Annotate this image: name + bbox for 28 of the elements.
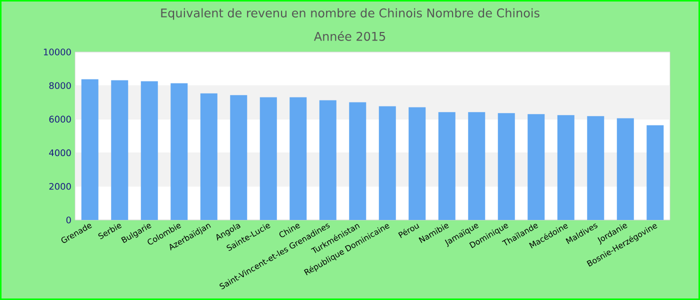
bar bbox=[230, 95, 248, 220]
bar bbox=[111, 80, 128, 220]
bar bbox=[557, 115, 574, 220]
bar bbox=[468, 112, 486, 220]
y-tick-label: 0 bbox=[66, 216, 71, 224]
bar bbox=[616, 118, 634, 220]
bar bbox=[498, 113, 515, 220]
bar bbox=[260, 97, 277, 220]
bar bbox=[290, 97, 307, 220]
bar bbox=[378, 106, 396, 220]
chart-title: Equivalent de revenu en nombre de Chinois Nombre de Chinois bbox=[161, 8, 540, 20]
y-tick-label: 2000 bbox=[49, 183, 71, 190]
bar bbox=[81, 79, 98, 220]
chart-subtitle: Année 2015 bbox=[314, 31, 386, 41]
bar bbox=[408, 107, 426, 220]
bar bbox=[140, 81, 158, 220]
y-tick-label: 8000 bbox=[49, 82, 71, 89]
bar bbox=[200, 93, 218, 220]
bar bbox=[528, 114, 545, 220]
bar bbox=[170, 83, 188, 220]
bar bbox=[349, 102, 366, 220]
bar bbox=[646, 125, 664, 220]
y-tick-label: 10000 bbox=[44, 48, 71, 56]
y-tick-label: 4000 bbox=[49, 149, 71, 156]
y-tick-label: 6000 bbox=[49, 116, 71, 123]
bar bbox=[587, 116, 604, 220]
bar bbox=[438, 112, 456, 220]
bar bbox=[319, 100, 336, 220]
